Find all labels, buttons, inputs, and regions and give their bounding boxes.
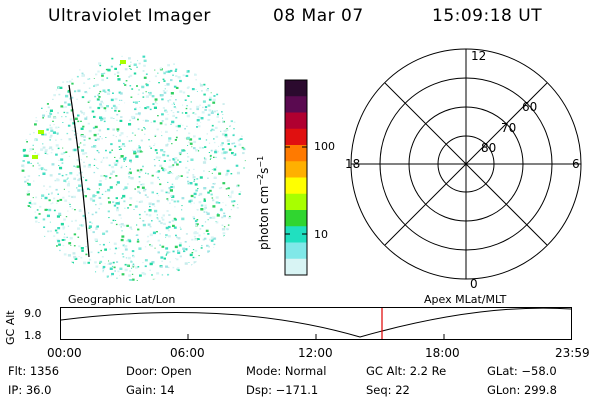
uv-image-disk — [21, 55, 246, 281]
dsp-value: Dsp: −171.1 — [246, 383, 319, 397]
colorbar-label-text: photon cm — [257, 185, 271, 250]
mlt-label-12: 12 — [471, 49, 486, 63]
glat-value: GLat: −58.0 — [487, 364, 557, 378]
colorbar-band — [285, 128, 307, 146]
instrument-title: Ultraviolet Imager — [48, 6, 211, 26]
door-status: Door: Open — [126, 364, 192, 378]
colorbar-band — [285, 193, 307, 211]
colorbar-band — [285, 112, 307, 130]
polar-plot: 12 0 18 6 80 70 60 — [345, 48, 582, 290]
flight-number: Flt: 1356 — [8, 364, 60, 378]
colorbar-band — [285, 226, 307, 243]
lat-label-60: 60 — [522, 100, 537, 114]
gc-alt-value: GC Alt: 2.2 Re — [366, 364, 447, 378]
colorbar-label-s: s — [257, 167, 271, 174]
colorbar-label-exp1: −2 — [256, 173, 265, 186]
ip-value: IP: 36.0 — [8, 383, 52, 397]
geo-latlon-label: Geographic Lat/Lon — [68, 293, 176, 306]
date-label: 08 Mar 07 — [273, 6, 364, 26]
colorbar-band — [285, 145, 307, 162]
altitude-curve — [60, 307, 572, 338]
xtick-1800: 18:00 — [425, 346, 460, 360]
altitude-timeline — [60, 307, 572, 340]
colorbar-label-exp2: −1 — [256, 155, 265, 168]
glon-value: GLon: 299.8 — [487, 383, 557, 397]
apex-mlat-label: Apex MLat/MLT — [424, 293, 507, 306]
lat-label-80: 80 — [481, 141, 496, 155]
colorbar-tick-100: 100 — [314, 140, 335, 153]
colorbar-band — [285, 80, 307, 97]
colorbar-tick-10: 10 — [314, 228, 328, 241]
terminator-line — [68, 84, 90, 258]
mode-value: Mode: Normal — [246, 364, 327, 378]
xtick-0600: 06:00 — [170, 346, 205, 360]
lat-label-70: 70 — [501, 121, 516, 135]
colorbar-band — [285, 96, 307, 113]
ytick-top: 9.0 — [24, 307, 42, 320]
mlt-label-6: 6 — [572, 157, 580, 171]
colorbar-label: photon cm−2s−1 — [256, 156, 271, 250]
xtick-1200: 12:00 — [298, 346, 333, 360]
mlt-label-0: 0 — [470, 277, 478, 290]
timeline-ylabel: GC Alt — [4, 310, 17, 345]
colorbar-band — [285, 161, 307, 178]
time-label: 15:09:18 UT — [432, 6, 543, 26]
colorbar-band — [285, 177, 307, 195]
mlt-label-18: 18 — [345, 157, 360, 171]
colorbar-band — [285, 210, 307, 227]
mlt-diag-2 — [384, 82, 548, 246]
color-bar — [284, 79, 308, 276]
colorbar-band — [285, 258, 307, 276]
xtick-2359: 23:59 — [555, 346, 590, 360]
colorbar-band — [285, 242, 307, 260]
xtick-0000: 00:00 — [47, 346, 82, 360]
seq-value: Seq: 22 — [366, 383, 410, 397]
timeline-frame — [60, 307, 572, 340]
gain-value: Gain: 14 — [126, 383, 175, 397]
ytick-bottom: 1.8 — [24, 329, 42, 342]
